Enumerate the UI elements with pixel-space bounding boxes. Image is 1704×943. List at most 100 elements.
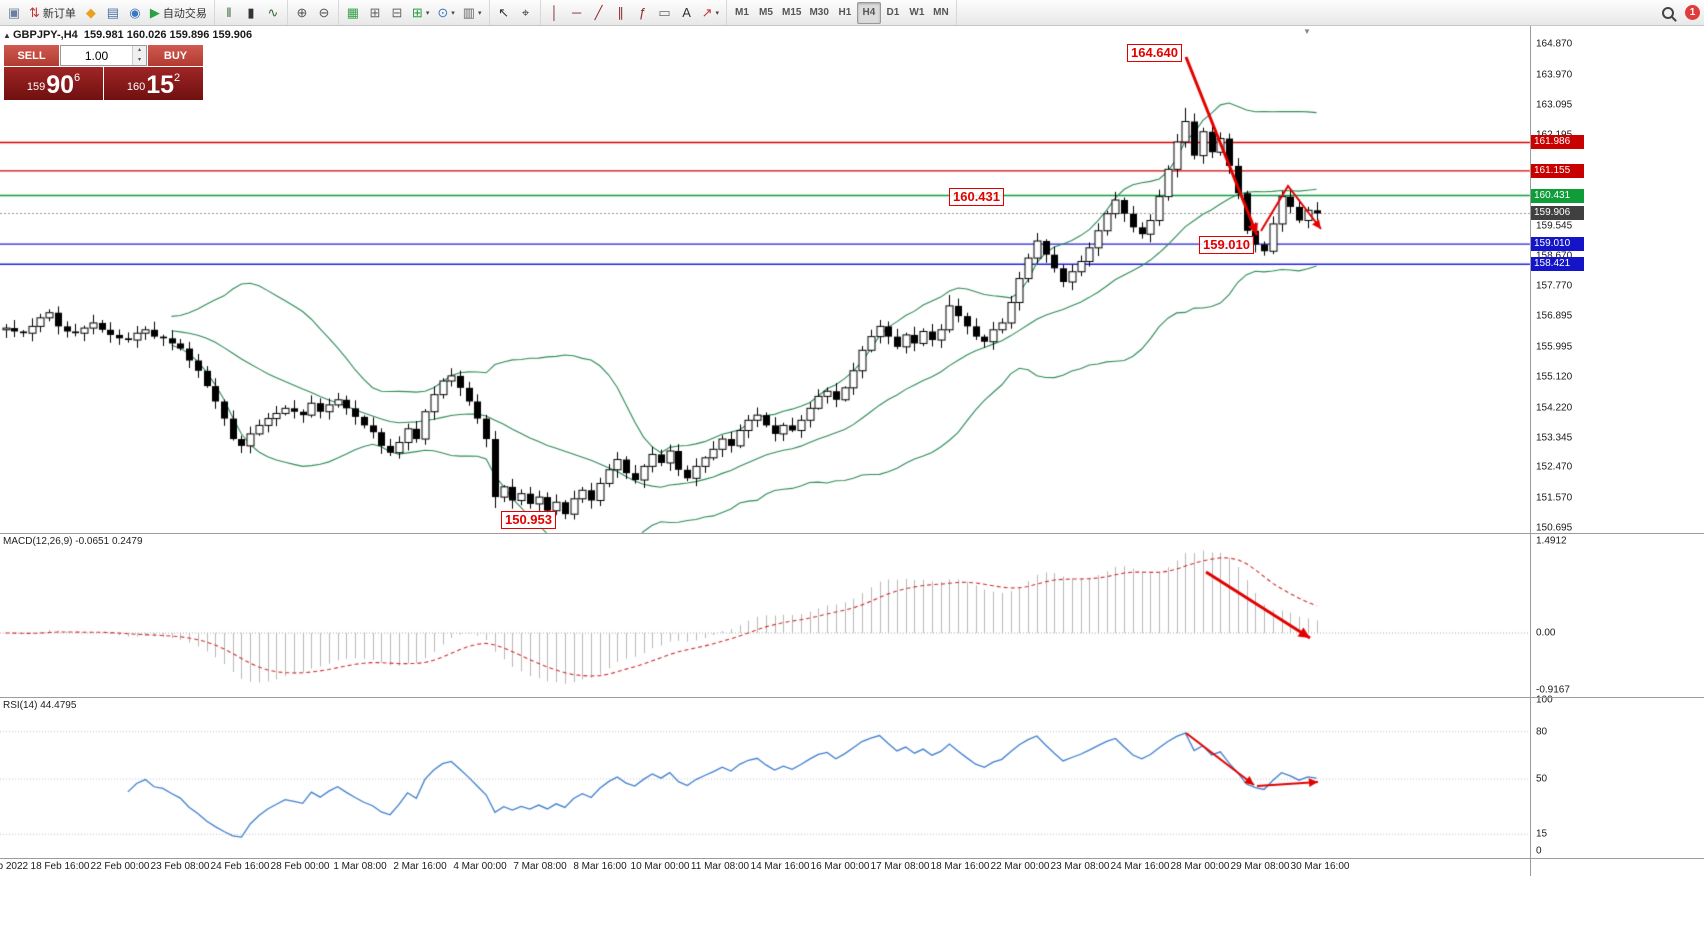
shapes-icon: ▭ <box>658 5 671 20</box>
trade-prices-row: 159 90 6 160 15 2 <box>4 67 203 100</box>
time-axis-label: 22 Feb 00:00 <box>90 861 150 872</box>
buy-button[interactable]: BUY <box>148 45 203 66</box>
equidistant-channel-button[interactable]: ∥ <box>610 2 632 24</box>
price-axis-label: 151.570 <box>1536 492 1573 504</box>
timeframe-h4-button[interactable]: H4 <box>856 1 881 24</box>
time-axis-label: 10 Mar 00:00 <box>630 861 690 872</box>
timeframe-d1-button[interactable]: D1 <box>881 2 905 24</box>
buy-price-button[interactable]: 160 15 2 <box>104 67 203 100</box>
timeframe-m15-button[interactable]: M15 <box>778 2 805 24</box>
rsi-indicator-label: RSI(14) 44.4795 <box>3 700 76 711</box>
time-axis-label: 23 Mar 08:00 <box>1050 861 1110 872</box>
time-axis-label: 28 Mar 00:00 <box>1170 861 1230 872</box>
pane-divider-rsi[interactable] <box>0 697 1704 698</box>
timeframe-m5-button[interactable]: M5 <box>754 2 778 24</box>
annotation-price-label[interactable]: 150.953 <box>501 511 556 529</box>
vertical-line-button[interactable]: │ <box>544 2 566 24</box>
crosshair-icon: ⌖ <box>521 5 530 20</box>
zoom-out-button[interactable]: ⊖ <box>313 2 335 24</box>
crosshair-button[interactable]: ⌖ <box>515 2 537 24</box>
notification-badge[interactable]: 1 <box>1685 5 1700 20</box>
toolbar-groups: ▣ ⇅ 新订单 ◆ ▤ ◉ ▶ 自动交易 ‖ ▮ ∿ ⊕ ⊖ ▦ ⊞ ⊟ ⊞ ▾ ⊙ ▾ ▥ ▾ ↖ ⌖ │ ─ ╱ ∥ ƒ ▭ A ↗ ▾ M1… <box>0 0 957 25</box>
search-button[interactable] <box>1657 2 1679 24</box>
chart-settings-button[interactable]: ▥ ▾ <box>459 2 486 24</box>
profiles-icon: ⊙ <box>437 5 449 20</box>
time-axis-label: 18 Feb 16:00 <box>30 861 90 872</box>
candlestick-chart-button[interactable]: ▮ <box>240 2 262 24</box>
timeframe-m30-button[interactable]: M30 <box>805 2 832 24</box>
timeframe-h1-button[interactable]: H1 <box>833 2 857 24</box>
text-label-button[interactable]: A <box>676 2 698 24</box>
new-chart-button[interactable]: ⊞ ▾ <box>408 2 433 24</box>
timeframe-m1-button[interactable]: M1 <box>730 2 754 24</box>
auto-arrange-button[interactable]: ▦ <box>342 2 364 24</box>
arrows-tool-button[interactable]: ↗ ▾ <box>698 2 723 24</box>
toolbar-group-timeframes: M1 M5 M15 M30 H1 H4 D1 W1 MN <box>727 0 957 25</box>
chevron-down-icon: ▾ <box>451 9 455 17</box>
signals-button[interactable]: ◉ <box>124 2 146 24</box>
price-axis-label: 150.695 <box>1536 522 1573 534</box>
zoom-in-button[interactable]: ⊕ <box>291 2 313 24</box>
metaquotes-icon: ◆ <box>85 5 96 20</box>
one-click-trading-panel: SELL ▴ ▾ BUY 159 90 6 160 15 2 <box>4 45 203 100</box>
volume-increase-button[interactable]: ▴ <box>133 46 146 56</box>
price-axis-label: 158.670 <box>1536 250 1573 262</box>
cursor-button[interactable]: ↖ <box>493 2 515 24</box>
signals-icon: ◉ <box>129 5 141 20</box>
price-axis-tag: 161.986 <box>1531 135 1584 150</box>
toolbar: ▣ ⇅ 新订单 ◆ ▤ ◉ ▶ 自动交易 ‖ ▮ ∿ ⊕ ⊖ ▦ ⊞ ⊟ ⊞ ▾ ⊙ ▾ ▥ ▾ ↖ ⌖ │ ─ ╱ ∥ ƒ ▭ A ↗ ▾ M1… <box>0 0 1704 26</box>
rsi-axis-label: 80 <box>1536 726 1548 738</box>
market-button[interactable]: ▤ <box>102 2 124 24</box>
autotrading-button[interactable]: ▶ 自动交易 <box>146 2 211 24</box>
fibonacci-button[interactable]: ƒ <box>632 2 654 24</box>
sell-price-button[interactable]: 159 90 6 <box>4 67 103 100</box>
price-axis-tag: 159.010 <box>1531 237 1584 252</box>
sell-button[interactable]: SELL <box>4 45 59 66</box>
volume-input[interactable] <box>61 46 132 65</box>
toolbar-group-zoom: ⊕ ⊖ <box>288 0 339 25</box>
bid-price-sup: 6 <box>74 72 81 84</box>
collapse-trade-panel-icon[interactable]: ▲ <box>3 31 11 40</box>
cascade-windows-button[interactable]: ⊟ <box>386 2 408 24</box>
timeframe-w1-button[interactable]: W1 <box>905 2 929 24</box>
time-axis-label: 1 Mar 08:00 <box>333 861 387 872</box>
auto-arrange-icon: ▦ <box>346 5 360 20</box>
vertical-line-icon: │ <box>550 5 559 20</box>
line-chart-button[interactable]: ∿ <box>262 2 284 24</box>
time-axis-label: 17 Mar 08:00 <box>870 861 930 872</box>
toolbar-group-objects: │ ─ ╱ ∥ ƒ ▭ A ↗ ▾ <box>541 0 727 25</box>
price-axis-label: 152.470 <box>1536 461 1573 473</box>
tile-windows-button[interactable]: ⊞ <box>364 2 386 24</box>
time-axis-label: 16 Mar 00:00 <box>810 861 870 872</box>
pane-divider-macd[interactable] <box>0 533 1704 534</box>
bar-chart-button[interactable]: ‖ <box>218 2 240 24</box>
horizontal-line-button[interactable]: ─ <box>566 2 588 24</box>
trendline-icon: ╱ <box>594 5 603 20</box>
new-order-icon: ⇅ <box>29 5 40 20</box>
rsi-name: RSI(14) <box>3 700 38 711</box>
ask-price-big: 15 <box>146 71 175 99</box>
profiles-button[interactable]: ⊙ ▾ <box>433 2 458 24</box>
volume-decrease-button[interactable]: ▾ <box>133 55 146 65</box>
price-axis-label: 163.970 <box>1536 69 1573 81</box>
timeframe-mn-button[interactable]: MN <box>929 2 953 24</box>
trendline-button[interactable]: ╱ <box>588 2 610 24</box>
annotation-price-label[interactable]: 159.010 <box>1199 236 1254 254</box>
autotrading-icon: ▶ <box>149 5 160 20</box>
shapes-button[interactable]: ▭ <box>654 2 676 24</box>
time-axis-label: 28 Feb 00:00 <box>270 861 330 872</box>
chart-window-button[interactable]: ▣ <box>3 2 25 24</box>
chart-shift-marker[interactable]: ▼ <box>1303 27 1311 36</box>
annotation-price-label[interactable]: 164.640 <box>1127 44 1182 62</box>
chevron-down-icon: ▾ <box>425 9 430 17</box>
cascade-windows-icon: ⊟ <box>391 5 403 20</box>
new-order-button[interactable]: ⇅ 新订单 <box>25 2 80 24</box>
time-axis-label: 29 Mar 08:00 <box>1230 861 1290 872</box>
annotation-price-label[interactable]: 160.431 <box>949 188 1004 206</box>
metaquotes-button[interactable]: ◆ <box>80 2 102 24</box>
price-axis-label: 156.895 <box>1536 310 1573 322</box>
price-axis-tag: 161.155 <box>1531 163 1584 178</box>
price-axis-label: 159.545 <box>1536 220 1573 232</box>
macd-indicator-label: MACD(12,26,9) -0.0651 0.2479 <box>3 536 143 547</box>
